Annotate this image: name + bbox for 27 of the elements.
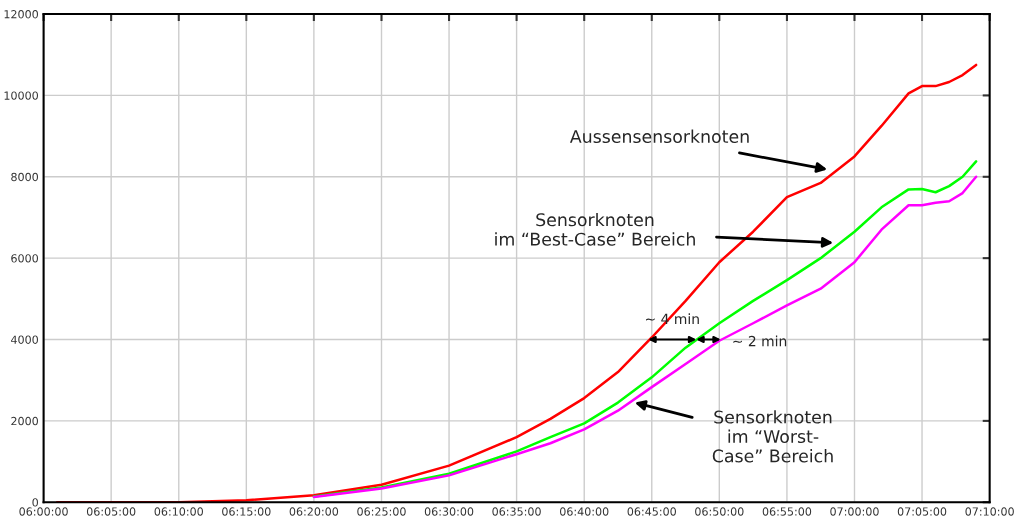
y-tick-label: 0 [32, 498, 38, 507]
x-tick-label: 06:30:00 [424, 507, 474, 516]
y-tick-label: 8000 [11, 172, 38, 182]
x-tick-label: 06:15:00 [222, 507, 271, 516]
y-tick-label: 6000 [11, 254, 38, 263]
x-tick-label: 06:35:00 [492, 507, 541, 516]
x-tick-label: 06:50:00 [695, 507, 744, 516]
x-tick-label: 06:45:00 [627, 507, 676, 516]
x-tick-label: 06:25:00 [357, 507, 406, 516]
x-tick-label: 06:00:00 [19, 507, 68, 516]
x-tick-label: 06:20:00 [289, 507, 339, 516]
y-tick-label: 2000 [11, 416, 38, 426]
x-tick-label: 07:05:00 [897, 507, 947, 516]
y-tick-label: 10000 [4, 91, 38, 100]
annotation: Sensorknoten im “Worst- Case” Bereich [712, 410, 833, 463]
y-tick-label: 12000 [4, 10, 38, 19]
annotation: ~ 2 min [733, 335, 787, 347]
annotation: Sensorknoten im “Best-Case” Bereich [495, 212, 695, 246]
annotation: ~ 4 min [646, 313, 699, 324]
y-tick-label: 4000 [11, 335, 38, 344]
x-tick-label: 06:05:00 [86, 507, 136, 516]
x-tick-label: 07:10:00 [965, 507, 1014, 516]
x-tick-label: 07:00:00 [830, 507, 879, 516]
x-tick-label: 06:55:00 [762, 507, 812, 516]
x-tick-label: 06:10:00 [154, 507, 203, 516]
x-tick-label: 06:40:00 [560, 507, 609, 516]
annotation: Aussensensorknoten [569, 129, 749, 144]
